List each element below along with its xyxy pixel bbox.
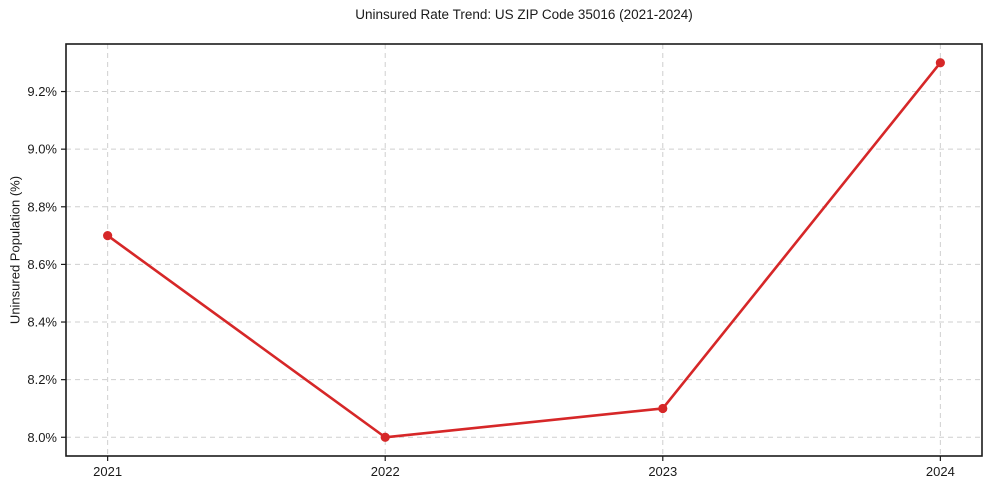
data-point [935,58,945,68]
plot-border [65,43,983,457]
y-tick-label: 9.0% [27,142,57,157]
trend-line [106,61,942,439]
y-tick-label: 8.6% [27,257,57,272]
data-point [658,403,668,414]
y-tick-label: 8.4% [27,315,57,330]
chart-title: Uninsured Rate Trend: US ZIP Code 35016 … [355,7,693,22]
x-tick-label: 2022 [371,464,400,479]
y-tick-label: 8.8% [27,199,57,214]
y-tick-label: 8.2% [27,372,57,387]
x-tick-label: 2023 [648,464,677,479]
data-point [103,230,113,241]
x-tick-label: 2024 [926,464,955,479]
y-tick-label: 8.0% [27,430,57,445]
data-point [380,432,390,442]
y-tick-label: 9.2% [27,84,57,99]
x-tick-label: 2021 [93,464,122,479]
